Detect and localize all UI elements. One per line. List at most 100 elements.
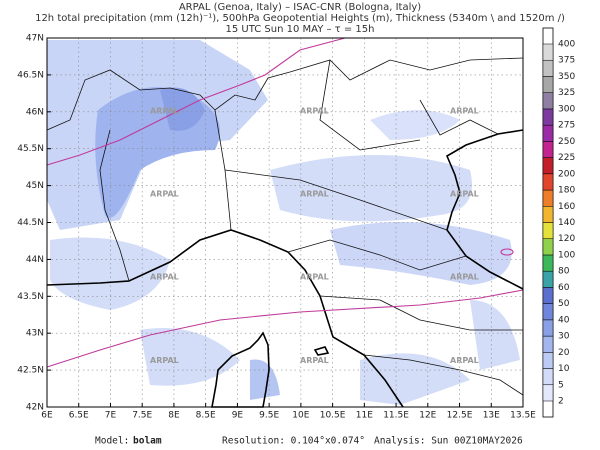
colorbar-label: 200 (558, 169, 575, 179)
watermark: ARPAL (150, 356, 179, 365)
watermark: ARPAL (450, 106, 479, 115)
analysis: Analysis: Sun 00Z10MAY2026 (374, 436, 523, 447)
colorbar-box (542, 189, 554, 207)
colorbar-box (542, 59, 554, 77)
header-line: 12h total precipitation (mm (12h)⁻¹), 50… (35, 13, 565, 24)
lat-tick-label: 47N (26, 34, 44, 44)
lat-tick-label: 42.5N (17, 366, 44, 376)
lon-tick-label: 8E (168, 411, 180, 421)
watermark: ARPAL (450, 190, 479, 199)
colorbar-label: 180 (558, 186, 575, 196)
borders (46, 57, 524, 396)
colorbar-label: 60 (558, 283, 570, 293)
watermark: ARPAL (450, 273, 479, 282)
lat-tick-label: 45.5N (17, 144, 44, 154)
colorbar-label: 400 (558, 40, 575, 50)
watermark: ARPAL (300, 106, 329, 115)
lon-tick-label: 12.5E (447, 411, 473, 421)
colorbar-box (542, 43, 554, 61)
lon-tick-label: 13.5E (510, 411, 536, 421)
lat-tick-label: 44.5N (17, 218, 44, 228)
colorbar-label: 5 (558, 380, 564, 390)
header-line: ARPAL (Genoa, Italy) – ISAC-CNR (Bologna… (179, 2, 421, 13)
colorbar-box (542, 222, 554, 239)
lon-tick-label: 11E (356, 411, 373, 421)
colorbar: 2 5 10 20 30 40 50 60 80 100 120 140 160 180 200 225 250… (542, 27, 575, 418)
colorbar-box (542, 92, 554, 110)
watermark: ARPAL (300, 273, 329, 282)
lon-tick-label: 11.5E (383, 411, 409, 421)
lon-tick-label: 10E (292, 411, 309, 421)
colorbar-label: 300 (558, 104, 575, 114)
lon-tick-label: 9.5E (259, 411, 279, 421)
colorbar-label: 120 (558, 234, 575, 244)
lat-tick-label: 42N (26, 403, 44, 413)
colorbar-label: 100 (558, 250, 575, 260)
colorbar-box (542, 384, 554, 402)
lat-tick-label: 45N (26, 181, 44, 191)
header: ARPAL (Genoa, Italy) – ISAC-CNR (Bologna… (35, 2, 565, 35)
colorbar-label: 375 (558, 56, 575, 66)
colorbar-box (542, 352, 554, 369)
lat-tick-label: 43.5N (17, 292, 44, 302)
lon-tick-label: 12E (419, 411, 436, 421)
colorbar-label: 325 (558, 88, 575, 98)
colorbar-label: 160 (558, 202, 575, 212)
colorbar-box (542, 173, 554, 191)
colorbar-box (542, 108, 554, 126)
watermark: ARPAL (450, 356, 479, 365)
colorbar-box (542, 254, 554, 272)
watermark: ARPAL (150, 273, 179, 282)
lon-tick-label: 6E (41, 411, 53, 421)
map-frame (46, 37, 524, 408)
colorbar-label: 275 (558, 121, 575, 131)
lon-tick-label: 8.5E (196, 411, 216, 421)
colorbar-box (542, 319, 554, 337)
header-line: 15 UTC Sun 10 MAY – τ = 15h (226, 24, 375, 35)
lat-tick-label: 46N (26, 107, 44, 117)
watermark: ARPAL (300, 190, 329, 199)
contours (46, 37, 524, 368)
colorbar-box (542, 141, 554, 158)
lon-tick-label: 10.5E (320, 411, 346, 421)
colorbar-label: 30 (558, 332, 570, 342)
watermark: ARPAL (150, 106, 179, 115)
lon-tick-label: 6.5E (69, 411, 89, 421)
colorbar-box (542, 206, 554, 223)
colorbar-box (542, 157, 554, 175)
model: bolam (133, 436, 162, 447)
colorbar-label: 250 (558, 137, 575, 147)
colorbar-label: 20 (558, 348, 570, 358)
resolution: Resolution: 0.104°x0.074° (222, 436, 365, 447)
lon-tick-label: 9E (232, 411, 244, 421)
colorbar-box (542, 335, 554, 353)
watermark: ARPAL (300, 356, 329, 365)
lon-tick-label: 13E (483, 411, 500, 421)
lat-tick-label: 46.5N (17, 70, 44, 80)
coastlines (46, 129, 524, 408)
colorbar-box (542, 368, 554, 386)
colorbar-label: 2 (558, 397, 564, 407)
colorbar-label: 225 (558, 153, 575, 163)
watermarks: ARPAL ARPAL ARPAL ARPAL ARPAL ARPAL ARPAL ARPAL… (150, 106, 479, 365)
colorbar-label: 80 (558, 267, 570, 277)
lat-tick-label: 44N (26, 255, 44, 265)
watermark: ARPAL (150, 190, 179, 199)
model-label: Model: (95, 436, 129, 447)
lon-tick-label: 7E (105, 411, 117, 421)
colorbar-label: 50 (558, 299, 570, 309)
lon-tick-label: 7.5E (132, 411, 152, 421)
colorbar-box (542, 238, 554, 256)
colorbar-box (542, 76, 554, 93)
colorbar-label: 350 (558, 72, 575, 82)
colorbar-label: 10 (558, 364, 570, 374)
colorbar-label: 140 (558, 218, 575, 228)
colorbar-box (542, 124, 554, 142)
colorbar-label: 40 (558, 315, 570, 325)
graticule: 6E 6.5E 7E 7.5E 8E 8.5E 9E 9.5E 10E 10.5E 11E 11.5E… (17, 34, 536, 421)
colorbar-box (542, 287, 554, 304)
precipitation (47, 40, 520, 405)
colorbar-box (542, 270, 554, 288)
lat-tick-label: 43N (26, 329, 44, 339)
